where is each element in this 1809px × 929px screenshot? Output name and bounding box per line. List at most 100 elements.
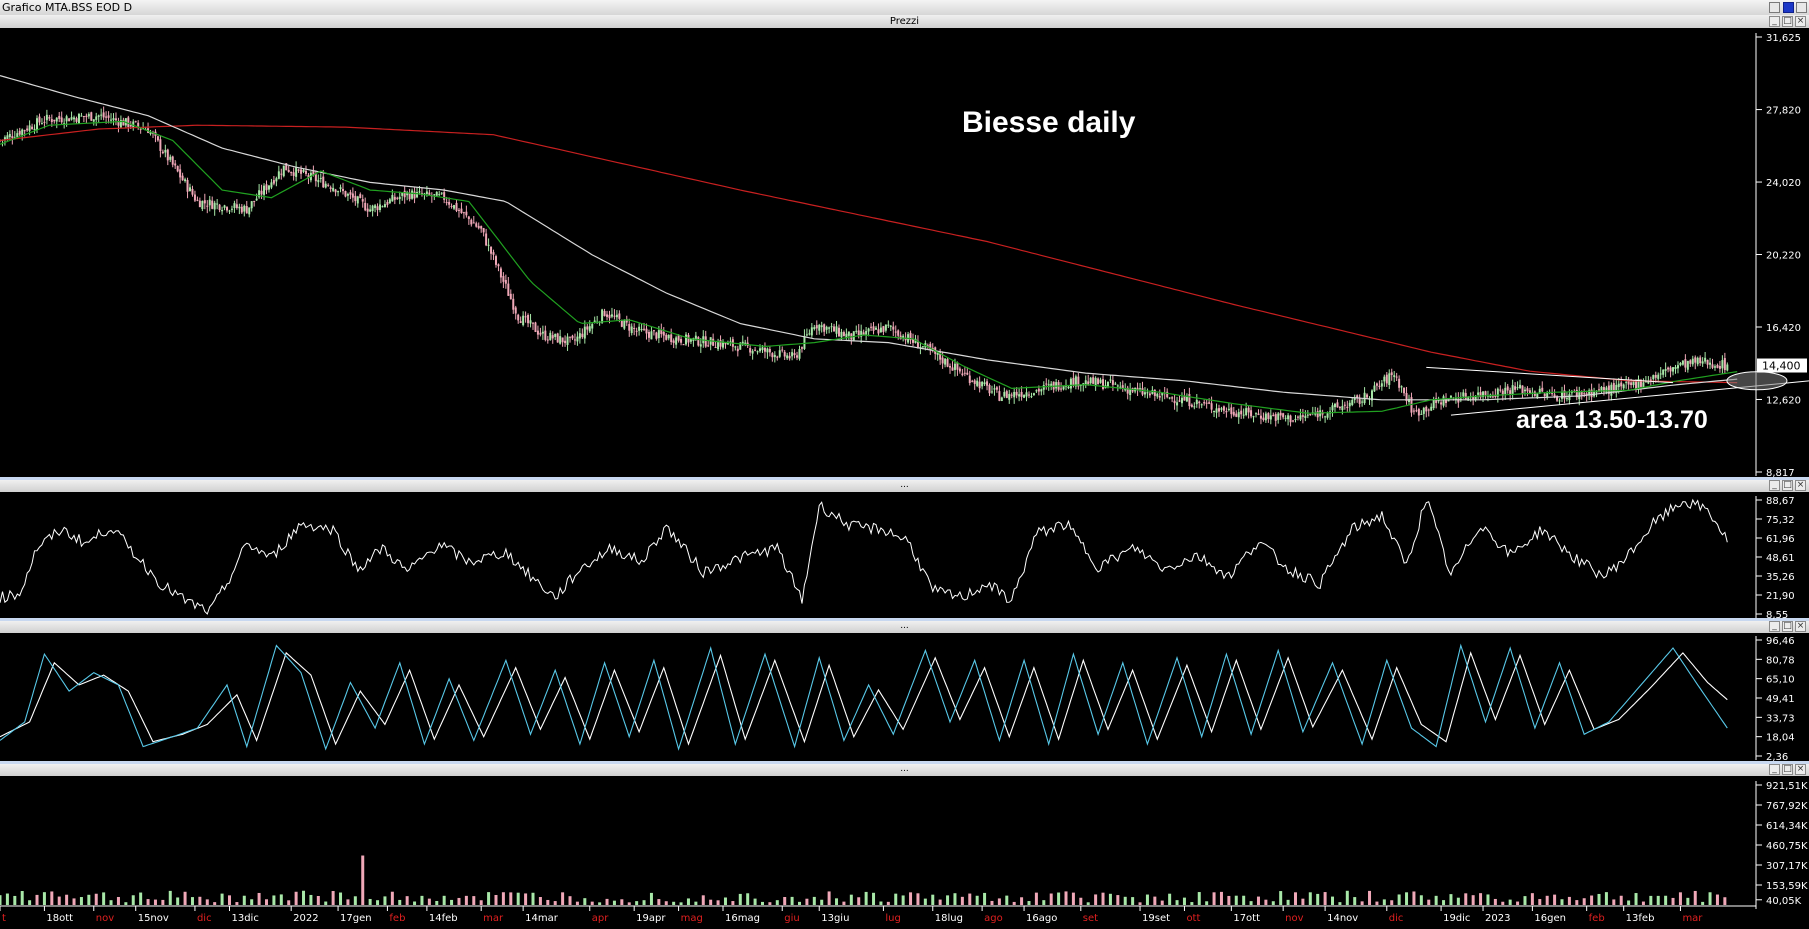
panel-separator[interactable]	[0, 477, 1809, 480]
volume-restore-button[interactable]: □	[1782, 764, 1793, 775]
volume-bar	[1175, 900, 1179, 905]
candle-body	[1516, 387, 1519, 389]
stochastic-close-button[interactable]: ×	[1795, 621, 1806, 632]
candle-body	[729, 341, 732, 343]
volume-bar	[1131, 897, 1135, 905]
candle-body	[82, 115, 85, 117]
volume-bar	[901, 895, 905, 905]
panel-separator[interactable]	[0, 618, 1809, 621]
window-close-button[interactable]	[1796, 2, 1807, 13]
candle-body	[1652, 375, 1655, 380]
candle-body	[539, 332, 542, 335]
volume-bar	[790, 896, 794, 905]
x-tick-label: set	[1083, 913, 1098, 924]
candle-body	[275, 178, 278, 182]
candle-body	[435, 191, 438, 196]
candle-body	[1637, 379, 1640, 389]
candle-body	[255, 198, 258, 201]
candle-body	[862, 332, 865, 335]
volume-bar	[368, 898, 372, 905]
volume-bar	[1641, 901, 1645, 905]
candle-body	[847, 331, 850, 336]
stochastic-minimize-button[interactable]: _	[1769, 621, 1780, 632]
oscillator-close-button[interactable]: ×	[1795, 480, 1806, 491]
oscillator-minimize-button[interactable]: _	[1769, 480, 1780, 491]
volume-bar	[472, 896, 476, 905]
volume-bar	[946, 895, 950, 905]
candle-body	[26, 128, 29, 131]
candle-body	[1491, 396, 1494, 398]
volume-bar	[805, 898, 809, 905]
x-tick-label: 16gen	[1534, 913, 1566, 924]
volume-bar	[1123, 896, 1127, 905]
candle-body	[470, 219, 473, 225]
candle-body	[561, 337, 564, 343]
candle-body	[1375, 383, 1378, 386]
candle-body	[687, 334, 690, 343]
volume-bar	[1116, 895, 1120, 905]
candle-body	[1432, 399, 1435, 409]
candle-body	[1111, 380, 1114, 385]
volume-bar	[331, 891, 335, 905]
panel-close-button[interactable]: ×	[1795, 16, 1806, 27]
candle-body	[1494, 394, 1497, 398]
candle-body	[1074, 376, 1077, 387]
volume-bar	[783, 897, 787, 905]
volume-bar	[812, 896, 816, 905]
x-tick-label: ago	[984, 913, 1003, 924]
x-tick-label: 13dic	[231, 913, 258, 924]
candle-body	[544, 330, 547, 340]
volume-bar	[1575, 900, 1579, 905]
candle-body	[1442, 396, 1445, 406]
candle-body	[48, 117, 51, 119]
volume-bar	[931, 894, 935, 905]
candle-body	[1417, 409, 1420, 416]
candle-body	[460, 208, 463, 214]
candle-body	[583, 326, 586, 339]
candle-body	[332, 187, 335, 191]
candle-body	[455, 202, 458, 211]
candle-body	[1595, 391, 1598, 393]
moving-average-line	[0, 124, 1738, 384]
candle-body	[606, 314, 609, 317]
volume-bar	[864, 891, 868, 905]
oscillator-restore-button[interactable]: □	[1782, 480, 1793, 491]
candle-body	[953, 363, 956, 370]
candle-body	[810, 327, 813, 336]
candle-body	[625, 319, 628, 323]
candle-body	[966, 372, 969, 375]
candle-body	[1121, 385, 1124, 389]
y-tick-label: 27,820	[1766, 106, 1801, 117]
volume-minimize-button[interactable]: _	[1769, 764, 1780, 775]
candle-body	[529, 320, 532, 324]
volume-bar	[1249, 901, 1253, 905]
candle-body	[941, 357, 944, 364]
stochastic-restore-button[interactable]: □	[1782, 621, 1793, 632]
y-tick-label: 61,96	[1766, 534, 1795, 545]
volume-bar	[383, 896, 387, 905]
window-restore-button[interactable]	[1769, 2, 1780, 13]
panel-restore-button[interactable]: □	[1782, 16, 1793, 27]
volume-bar	[1353, 897, 1357, 905]
volume-bar	[923, 898, 927, 905]
panel-separator[interactable]	[0, 761, 1809, 764]
candle-body	[1025, 392, 1028, 397]
volume-bar	[997, 898, 1001, 905]
candle-body	[191, 188, 194, 195]
candle-body	[396, 197, 399, 199]
panel-minimize-button[interactable]: _	[1769, 16, 1780, 27]
candle-body	[218, 204, 221, 211]
volume-bar	[679, 902, 683, 905]
candle-body	[413, 191, 416, 199]
candle-body	[490, 246, 493, 254]
candle-body	[1627, 380, 1630, 385]
candle-body	[196, 199, 199, 201]
volume-bar	[1715, 894, 1719, 905]
candle-body	[270, 182, 273, 188]
window-active-button[interactable]	[1783, 2, 1794, 13]
candle-body	[184, 179, 187, 182]
candle-body	[1089, 377, 1092, 384]
volume-bar	[205, 899, 209, 905]
volume-close-button[interactable]: ×	[1795, 764, 1806, 775]
